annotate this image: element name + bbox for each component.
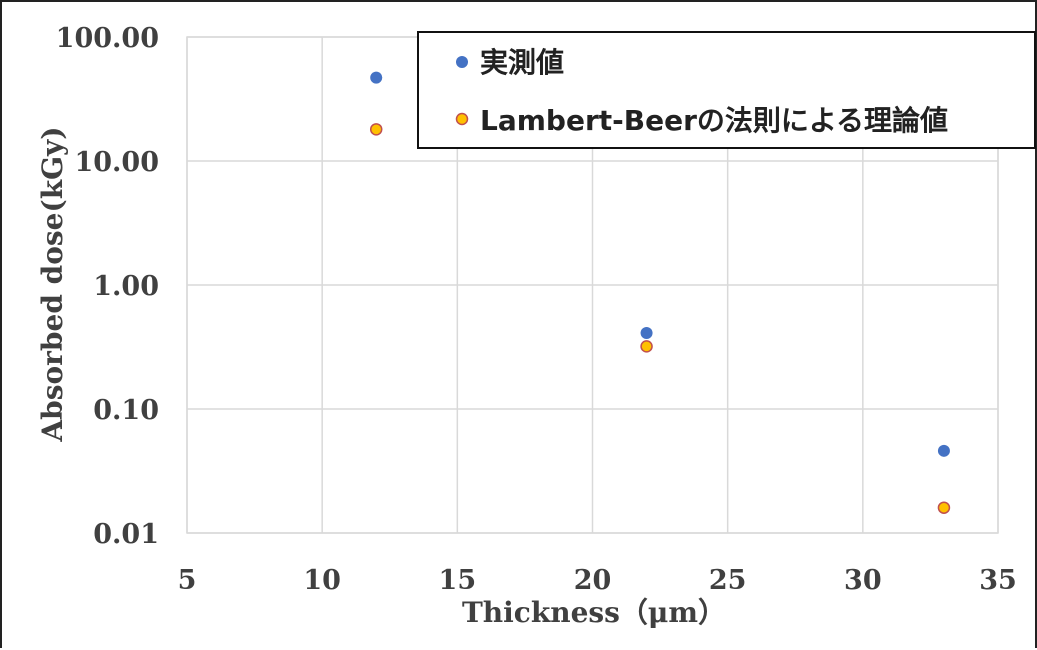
x-tick-label: 20 <box>574 565 612 596</box>
legend-box <box>417 31 1036 149</box>
data-point-measured <box>370 71 383 84</box>
legend-marker-measured <box>456 56 468 68</box>
y-tick-label: 0.01 <box>93 519 159 550</box>
x-tick-label: 35 <box>979 565 1017 596</box>
y-tick-label: 1.00 <box>93 271 159 302</box>
legend-label-measured: 実測値 <box>480 46 564 79</box>
x-tick-label: 25 <box>709 565 747 596</box>
data-point-measured <box>640 327 653 340</box>
x-tick-label: 10 <box>303 565 341 596</box>
data-point-theoretical <box>937 501 951 514</box>
y-axis-tick-labels: 0.01 0.10 1.00 10.00 100.00 <box>56 23 159 550</box>
y-tick-label: 10.00 <box>74 147 159 178</box>
x-tick-label: 15 <box>439 565 477 596</box>
y-axis-title: Absorbed dose(kGy) <box>36 126 69 442</box>
legend-label-theoretical: Lambert-Beerの法則による理論値 <box>480 104 948 137</box>
y-tick-label: 100.00 <box>56 23 159 54</box>
data-points <box>369 71 951 514</box>
data-point-theoretical <box>369 123 383 136</box>
x-tick-label: 5 <box>178 565 197 596</box>
x-axis-tick-labels: 5 10 15 20 25 30 35 <box>178 565 1017 596</box>
data-point-measured <box>937 444 950 457</box>
x-tick-label: 30 <box>844 565 882 596</box>
legend: 実測値 Lambert-Beerの法則による理論値 <box>417 31 1036 149</box>
y-tick-label: 0.10 <box>93 395 159 426</box>
data-point-theoretical <box>640 340 653 353</box>
legend-marker-theoretical <box>455 112 469 126</box>
x-axis-title: Thickness（μm） <box>462 596 726 629</box>
